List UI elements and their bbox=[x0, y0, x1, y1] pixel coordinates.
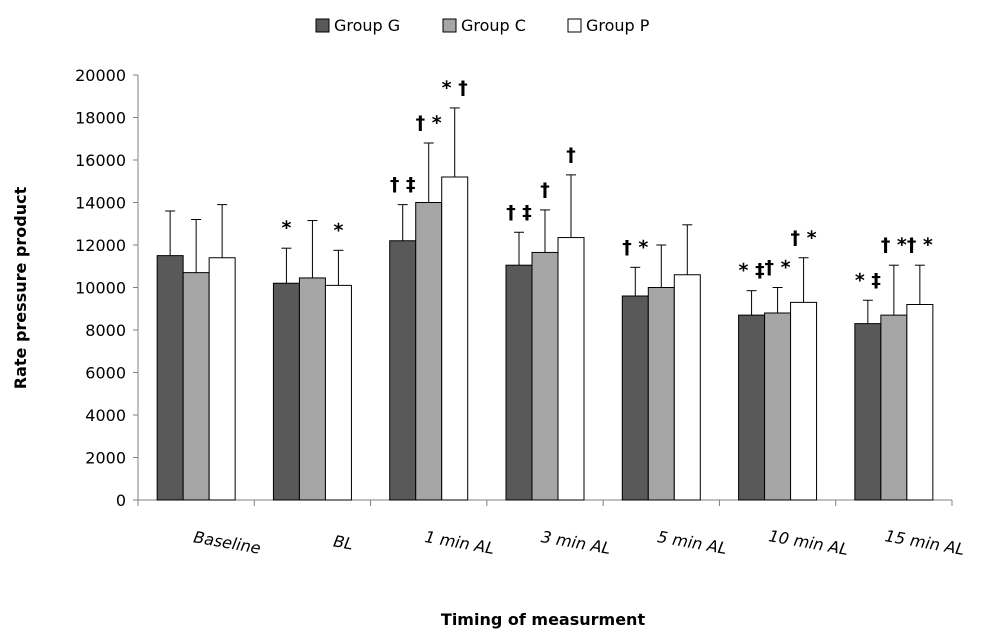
bar bbox=[389, 240, 417, 501]
legend-label: Group P bbox=[586, 16, 650, 35]
legend-swatch bbox=[442, 18, 457, 33]
y-tick-label: 12000 bbox=[75, 236, 126, 255]
x-category-label: 1 min AL bbox=[423, 527, 496, 558]
bar bbox=[156, 255, 184, 501]
x-axis-title: Timing of measurment bbox=[441, 610, 646, 629]
y-axis-title: Rate pressure product bbox=[11, 186, 30, 389]
y-tick-label: 20000 bbox=[75, 66, 126, 85]
y-tick-label: 6000 bbox=[85, 364, 126, 383]
error-bars bbox=[165, 107, 925, 324]
significance-mark: † bbox=[566, 144, 576, 166]
bar bbox=[790, 301, 818, 501]
bar bbox=[764, 312, 792, 501]
significance-mark: † ‡ bbox=[390, 174, 416, 196]
y-tick-label: 0 bbox=[116, 491, 126, 510]
bar bbox=[557, 237, 585, 501]
legend: Group G Group C Group P bbox=[315, 16, 650, 35]
y-tick-label: 16000 bbox=[75, 151, 126, 170]
bar bbox=[738, 314, 766, 501]
significance-mark: † * bbox=[416, 112, 442, 134]
bar bbox=[647, 287, 675, 501]
y-axis: 0 2000 4000 6000 8000 10000 12000 14000 16000 180… bbox=[75, 66, 139, 510]
x-category-label: 5 min AL bbox=[656, 527, 729, 558]
significance-mark: † * bbox=[622, 236, 648, 258]
y-tick-label: 8000 bbox=[85, 321, 126, 340]
x-axis: Baseline BL 1 min AL 3 min AL 5 min AL 10 min… bbox=[137, 499, 966, 559]
y-tick-label: 18000 bbox=[75, 109, 126, 128]
x-category-label: 15 min AL bbox=[883, 526, 966, 559]
bar bbox=[531, 251, 559, 501]
bar bbox=[415, 202, 443, 501]
legend-swatch bbox=[315, 18, 330, 33]
significance-mark: † * bbox=[765, 257, 791, 279]
legend-label: Group C bbox=[461, 16, 526, 35]
significance-mark: * † bbox=[442, 77, 468, 99]
y-tick-label: 10000 bbox=[75, 279, 126, 298]
bar bbox=[441, 176, 469, 501]
significance-mark: † * bbox=[791, 227, 817, 249]
bar bbox=[182, 272, 210, 501]
bar bbox=[324, 284, 352, 501]
bar bbox=[505, 264, 533, 501]
bar bbox=[272, 282, 300, 501]
legend-label: Group G bbox=[334, 16, 400, 35]
bars bbox=[156, 176, 934, 501]
significance-mark: † ‡ bbox=[506, 201, 532, 223]
significance-mark: * bbox=[281, 217, 291, 239]
x-category-label: Baseline bbox=[192, 527, 262, 558]
significance-marks: * *† ‡† ** †† ‡††† ** ‡ † *† ** ‡† * † * bbox=[281, 77, 932, 291]
bar bbox=[673, 274, 701, 501]
bar bbox=[880, 314, 908, 501]
y-tick-label: 14000 bbox=[75, 194, 126, 213]
significance-mark: * ‡ bbox=[739, 260, 765, 282]
bar bbox=[906, 304, 934, 501]
significance-mark: † * bbox=[881, 234, 907, 256]
bar bbox=[208, 257, 236, 501]
significance-mark: † bbox=[540, 179, 550, 201]
significance-mark: * bbox=[333, 219, 343, 241]
legend-swatch bbox=[567, 18, 582, 33]
x-category-label: BL bbox=[332, 532, 355, 554]
significance-mark: * ‡ bbox=[855, 269, 881, 291]
y-tick-label: 2000 bbox=[85, 449, 126, 468]
bar bbox=[298, 277, 326, 501]
bar bbox=[621, 295, 649, 501]
x-category-label: 10 min AL bbox=[767, 526, 850, 559]
x-category-label: 3 min AL bbox=[540, 527, 613, 558]
significance-mark: † * bbox=[907, 234, 933, 256]
y-tick-label: 4000 bbox=[85, 406, 126, 425]
bar bbox=[854, 323, 882, 501]
